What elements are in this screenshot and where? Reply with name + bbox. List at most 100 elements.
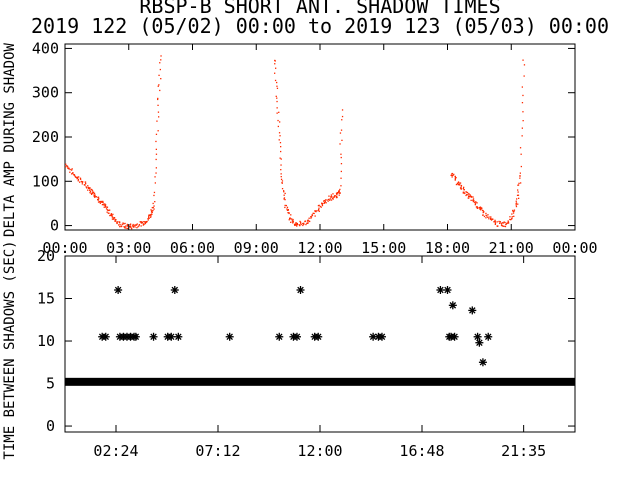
top-data-point [148, 214, 150, 216]
top-data-point [150, 213, 153, 215]
top-data-point [296, 225, 298, 227]
top-data-point [504, 221, 506, 224]
top-data-point [283, 191, 285, 193]
top-data-point [325, 202, 327, 204]
top-data-point [154, 182, 156, 184]
bottom-data-point [174, 332, 183, 341]
top-data-point [280, 176, 282, 178]
top-data-point [330, 199, 333, 201]
top-data-point [140, 221, 142, 223]
top-data-point [114, 218, 116, 221]
top-data-point [487, 216, 489, 218]
top-data-point [517, 194, 520, 196]
top-data-point [140, 222, 142, 224]
top-data-point [284, 199, 286, 201]
top-data-point [462, 188, 464, 190]
top-data-point [112, 218, 114, 220]
top-data-point [507, 220, 509, 222]
top-data-point [494, 223, 496, 225]
top-data-point [307, 219, 309, 221]
top-data-point [329, 198, 331, 200]
top-data-point [278, 139, 280, 141]
top-data-point [292, 220, 294, 222]
top-data-point [136, 227, 138, 229]
top-data-point [523, 64, 526, 66]
top-data-point [148, 217, 150, 219]
top-data-point [454, 176, 456, 178]
bottom-panel: 02:24 07:12 12:00 16:48 21:35 0 5 10 15 20 TIME … [2, 240, 576, 460]
top-data-point [276, 112, 278, 114]
top-data-point [153, 191, 156, 194]
bottom-data-point [450, 332, 459, 341]
top-data-point [459, 182, 462, 184]
bottom-y-tick-label: 15 [37, 290, 55, 308]
top-data-point [141, 222, 143, 224]
top-data-point [87, 189, 89, 191]
top-data-point [509, 218, 511, 221]
top-data-point [483, 211, 485, 213]
top-data-point [340, 170, 342, 173]
top-data-point [292, 222, 294, 224]
top-data-point [288, 212, 290, 214]
top-data-point [101, 201, 103, 203]
top-data-point [330, 194, 332, 196]
top-data-point [340, 185, 342, 187]
top-data-point [153, 194, 155, 197]
top-data-point [68, 167, 70, 169]
top-data-point [521, 102, 524, 104]
top-data-point [132, 225, 134, 227]
top-y-ticks: 0 100 200 300 400 [32, 39, 575, 235]
top-data-point [318, 208, 320, 211]
top-data-point [111, 214, 113, 217]
top-data-point [336, 196, 338, 199]
bottom-data-point [149, 332, 158, 341]
top-data-point [110, 213, 112, 216]
top-data-point [285, 204, 287, 207]
top-data-point [338, 192, 340, 194]
top-data-point [515, 203, 517, 205]
top-data-point [289, 217, 291, 219]
top-data-point [89, 189, 91, 192]
top-data-point [341, 109, 344, 111]
top-data-point [490, 216, 492, 218]
top-data-point [132, 226, 134, 228]
top-data-point [341, 119, 343, 121]
top-data-point [494, 222, 497, 224]
top-data-point [515, 200, 517, 202]
top-data-point [494, 221, 496, 223]
top-x-tick-label: 15:00 [361, 239, 406, 257]
top-data-point [310, 216, 313, 218]
top-data-point [503, 225, 505, 227]
top-data-point [281, 180, 284, 182]
top-data-point [108, 209, 110, 212]
top-data-point [106, 211, 108, 213]
bottom-data-point [484, 332, 493, 341]
top-data-point [459, 184, 461, 186]
top-data-point [151, 207, 153, 209]
top-data-point [290, 218, 292, 220]
top-data-point [283, 190, 285, 192]
top-data-point [136, 223, 138, 225]
top-data-point [82, 181, 84, 183]
top-data-point [479, 208, 481, 210]
top-data-point [453, 173, 455, 175]
top-data-point [119, 221, 121, 223]
top-data-point [330, 196, 332, 198]
top-data-point [119, 224, 121, 226]
top-data-point [150, 216, 152, 218]
top-data-point [482, 211, 484, 214]
top-data-point [299, 220, 301, 223]
top-data-point [154, 201, 156, 203]
top-data-point [288, 219, 290, 221]
top-data-point [95, 196, 97, 198]
top-data-point [154, 176, 156, 178]
top-data-point [125, 225, 127, 227]
top-data-point [66, 165, 69, 167]
top-data-point [125, 227, 127, 229]
bottom-data-point [170, 286, 179, 295]
top-data-point [462, 192, 464, 194]
top-data-point [296, 222, 298, 225]
top-data-point [474, 201, 476, 204]
top-x-tick-label: 06:00 [170, 239, 215, 257]
